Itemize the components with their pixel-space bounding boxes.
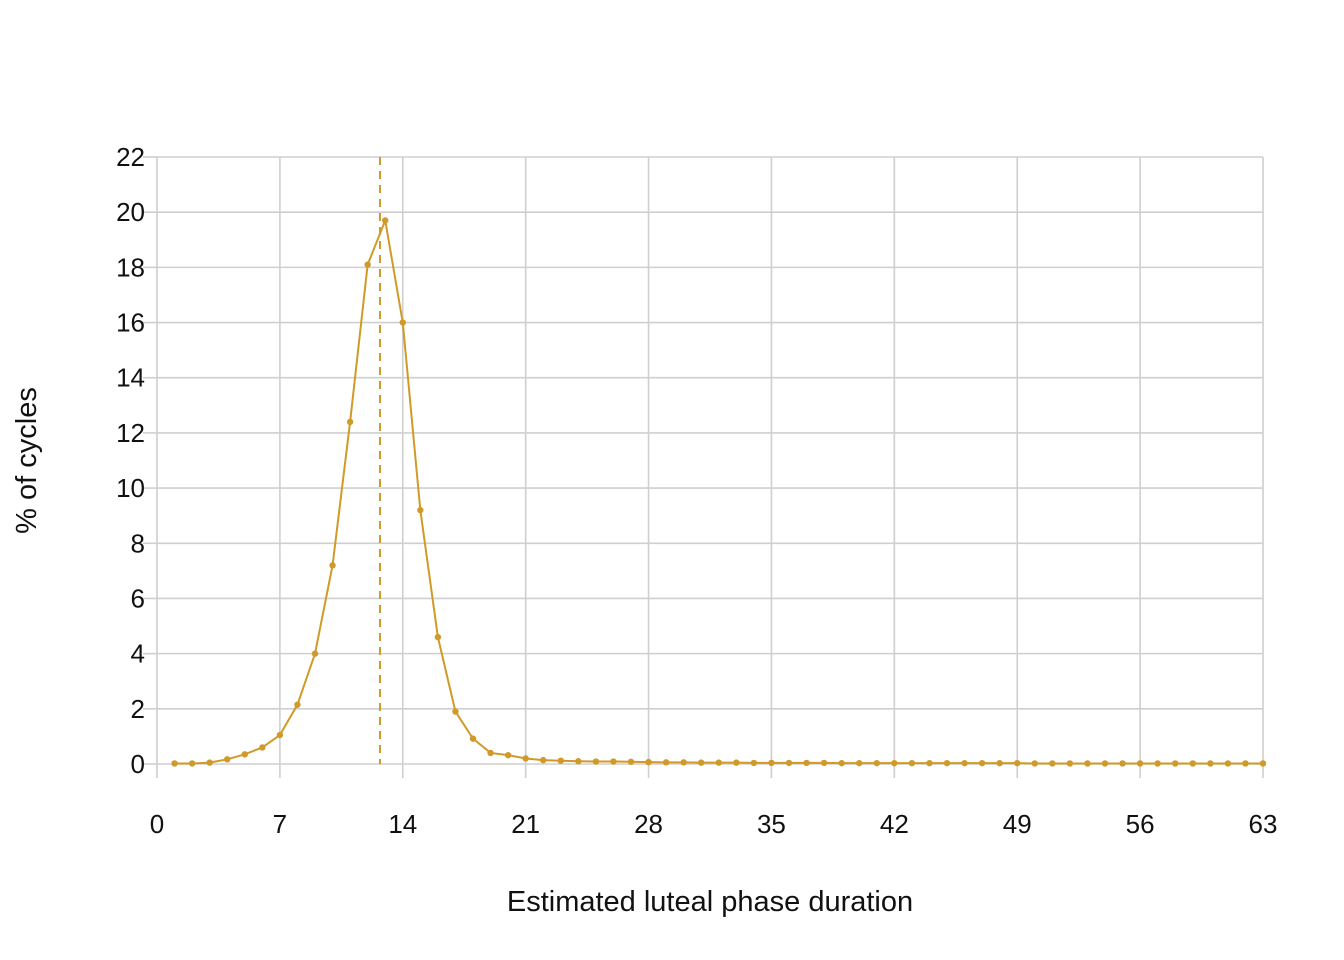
data-point bbox=[1136, 760, 1144, 767]
data-point bbox=[1259, 760, 1267, 767]
x-tick-label: 7 bbox=[273, 809, 287, 839]
data-point bbox=[908, 759, 916, 767]
series-group bbox=[171, 216, 1267, 767]
data-point bbox=[399, 319, 406, 326]
data-point bbox=[978, 759, 986, 767]
data-point bbox=[311, 650, 319, 657]
y-tick-label: 8 bbox=[131, 528, 145, 558]
data-point bbox=[1172, 760, 1179, 767]
data-point bbox=[610, 758, 617, 765]
data-point bbox=[346, 418, 354, 426]
data-point bbox=[188, 760, 196, 767]
data-point bbox=[1049, 760, 1056, 767]
x-tick-label: 14 bbox=[388, 809, 417, 839]
data-point bbox=[452, 708, 459, 715]
data-point bbox=[1154, 760, 1161, 767]
data-point bbox=[891, 759, 898, 767]
data-point bbox=[206, 759, 213, 766]
y-tick-label: 10 bbox=[116, 473, 145, 503]
data-point bbox=[1066, 760, 1074, 767]
data-point bbox=[1189, 760, 1196, 767]
data-point bbox=[838, 759, 845, 767]
data-point bbox=[575, 758, 582, 765]
y-tick-label: 6 bbox=[131, 583, 145, 613]
grid bbox=[156, 156, 1264, 765]
data-point bbox=[1242, 760, 1249, 767]
data-point bbox=[469, 735, 477, 742]
data-point bbox=[364, 261, 371, 268]
data-point bbox=[1031, 760, 1038, 767]
x-tick-label: 0 bbox=[150, 809, 164, 839]
x-tick-label: 35 bbox=[757, 809, 786, 839]
x-tick-label: 49 bbox=[1003, 809, 1032, 839]
y-tick-label: 16 bbox=[116, 308, 145, 338]
x-axis-title: Estimated luteal phase duration bbox=[507, 886, 913, 918]
data-point bbox=[592, 758, 600, 765]
data-point bbox=[241, 751, 248, 758]
data-point bbox=[294, 701, 301, 708]
series-line bbox=[174, 216, 1263, 765]
x-tick-label: 21 bbox=[511, 809, 540, 839]
data-point bbox=[680, 759, 687, 766]
x-tick-label: 63 bbox=[1249, 809, 1278, 839]
data-point bbox=[873, 759, 880, 767]
data-point bbox=[1084, 760, 1091, 767]
data-point bbox=[856, 759, 863, 767]
data-point bbox=[276, 731, 284, 739]
data-point bbox=[382, 217, 389, 224]
data-point bbox=[1101, 760, 1109, 767]
y-tick-label: 18 bbox=[116, 252, 145, 282]
y-tick-label: 4 bbox=[131, 639, 145, 669]
data-point bbox=[662, 759, 670, 766]
data-point bbox=[417, 506, 424, 514]
y-tick-label: 0 bbox=[131, 749, 145, 779]
data-point bbox=[557, 757, 564, 764]
data-point bbox=[522, 755, 529, 762]
data-point bbox=[820, 759, 828, 767]
data-point bbox=[698, 759, 705, 766]
data-point bbox=[1119, 760, 1126, 767]
data-point bbox=[750, 759, 758, 767]
axes bbox=[143, 156, 1264, 778]
data-point bbox=[768, 759, 775, 767]
data-point bbox=[329, 562, 336, 569]
y-tick-label: 14 bbox=[116, 363, 145, 393]
data-point bbox=[926, 759, 933, 767]
data-point bbox=[504, 751, 512, 759]
data-point bbox=[715, 759, 722, 766]
data-point bbox=[645, 758, 652, 766]
x-tick-label: 42 bbox=[880, 809, 909, 839]
data-point bbox=[259, 744, 266, 751]
data-point bbox=[171, 760, 178, 767]
data-point bbox=[943, 759, 951, 767]
y-tick-label: 22 bbox=[116, 142, 145, 172]
x-tick-label: 28 bbox=[634, 809, 663, 839]
tick-labels: 0 2 4 6 8 10 12 14 16 18 20 22 0 7 14 21 28 35 42 49 56 63 bbox=[116, 142, 1277, 839]
y-axis-title: % of cycles bbox=[11, 387, 43, 534]
data-point bbox=[1224, 760, 1232, 767]
data-point bbox=[1014, 759, 1021, 767]
data-point bbox=[961, 759, 968, 767]
x-tick-label: 56 bbox=[1126, 809, 1155, 839]
data-point bbox=[785, 759, 793, 767]
data-point bbox=[733, 759, 740, 766]
y-tick-label: 20 bbox=[116, 197, 145, 227]
y-tick-label: 12 bbox=[116, 418, 145, 448]
data-point bbox=[627, 758, 635, 765]
data-point bbox=[803, 759, 810, 767]
data-point bbox=[434, 633, 442, 641]
data-point bbox=[1207, 760, 1214, 767]
y-tick-label: 2 bbox=[131, 694, 145, 724]
data-point bbox=[540, 756, 547, 764]
data-point bbox=[487, 749, 494, 757]
data-point bbox=[996, 759, 1003, 767]
data-point bbox=[224, 756, 231, 763]
